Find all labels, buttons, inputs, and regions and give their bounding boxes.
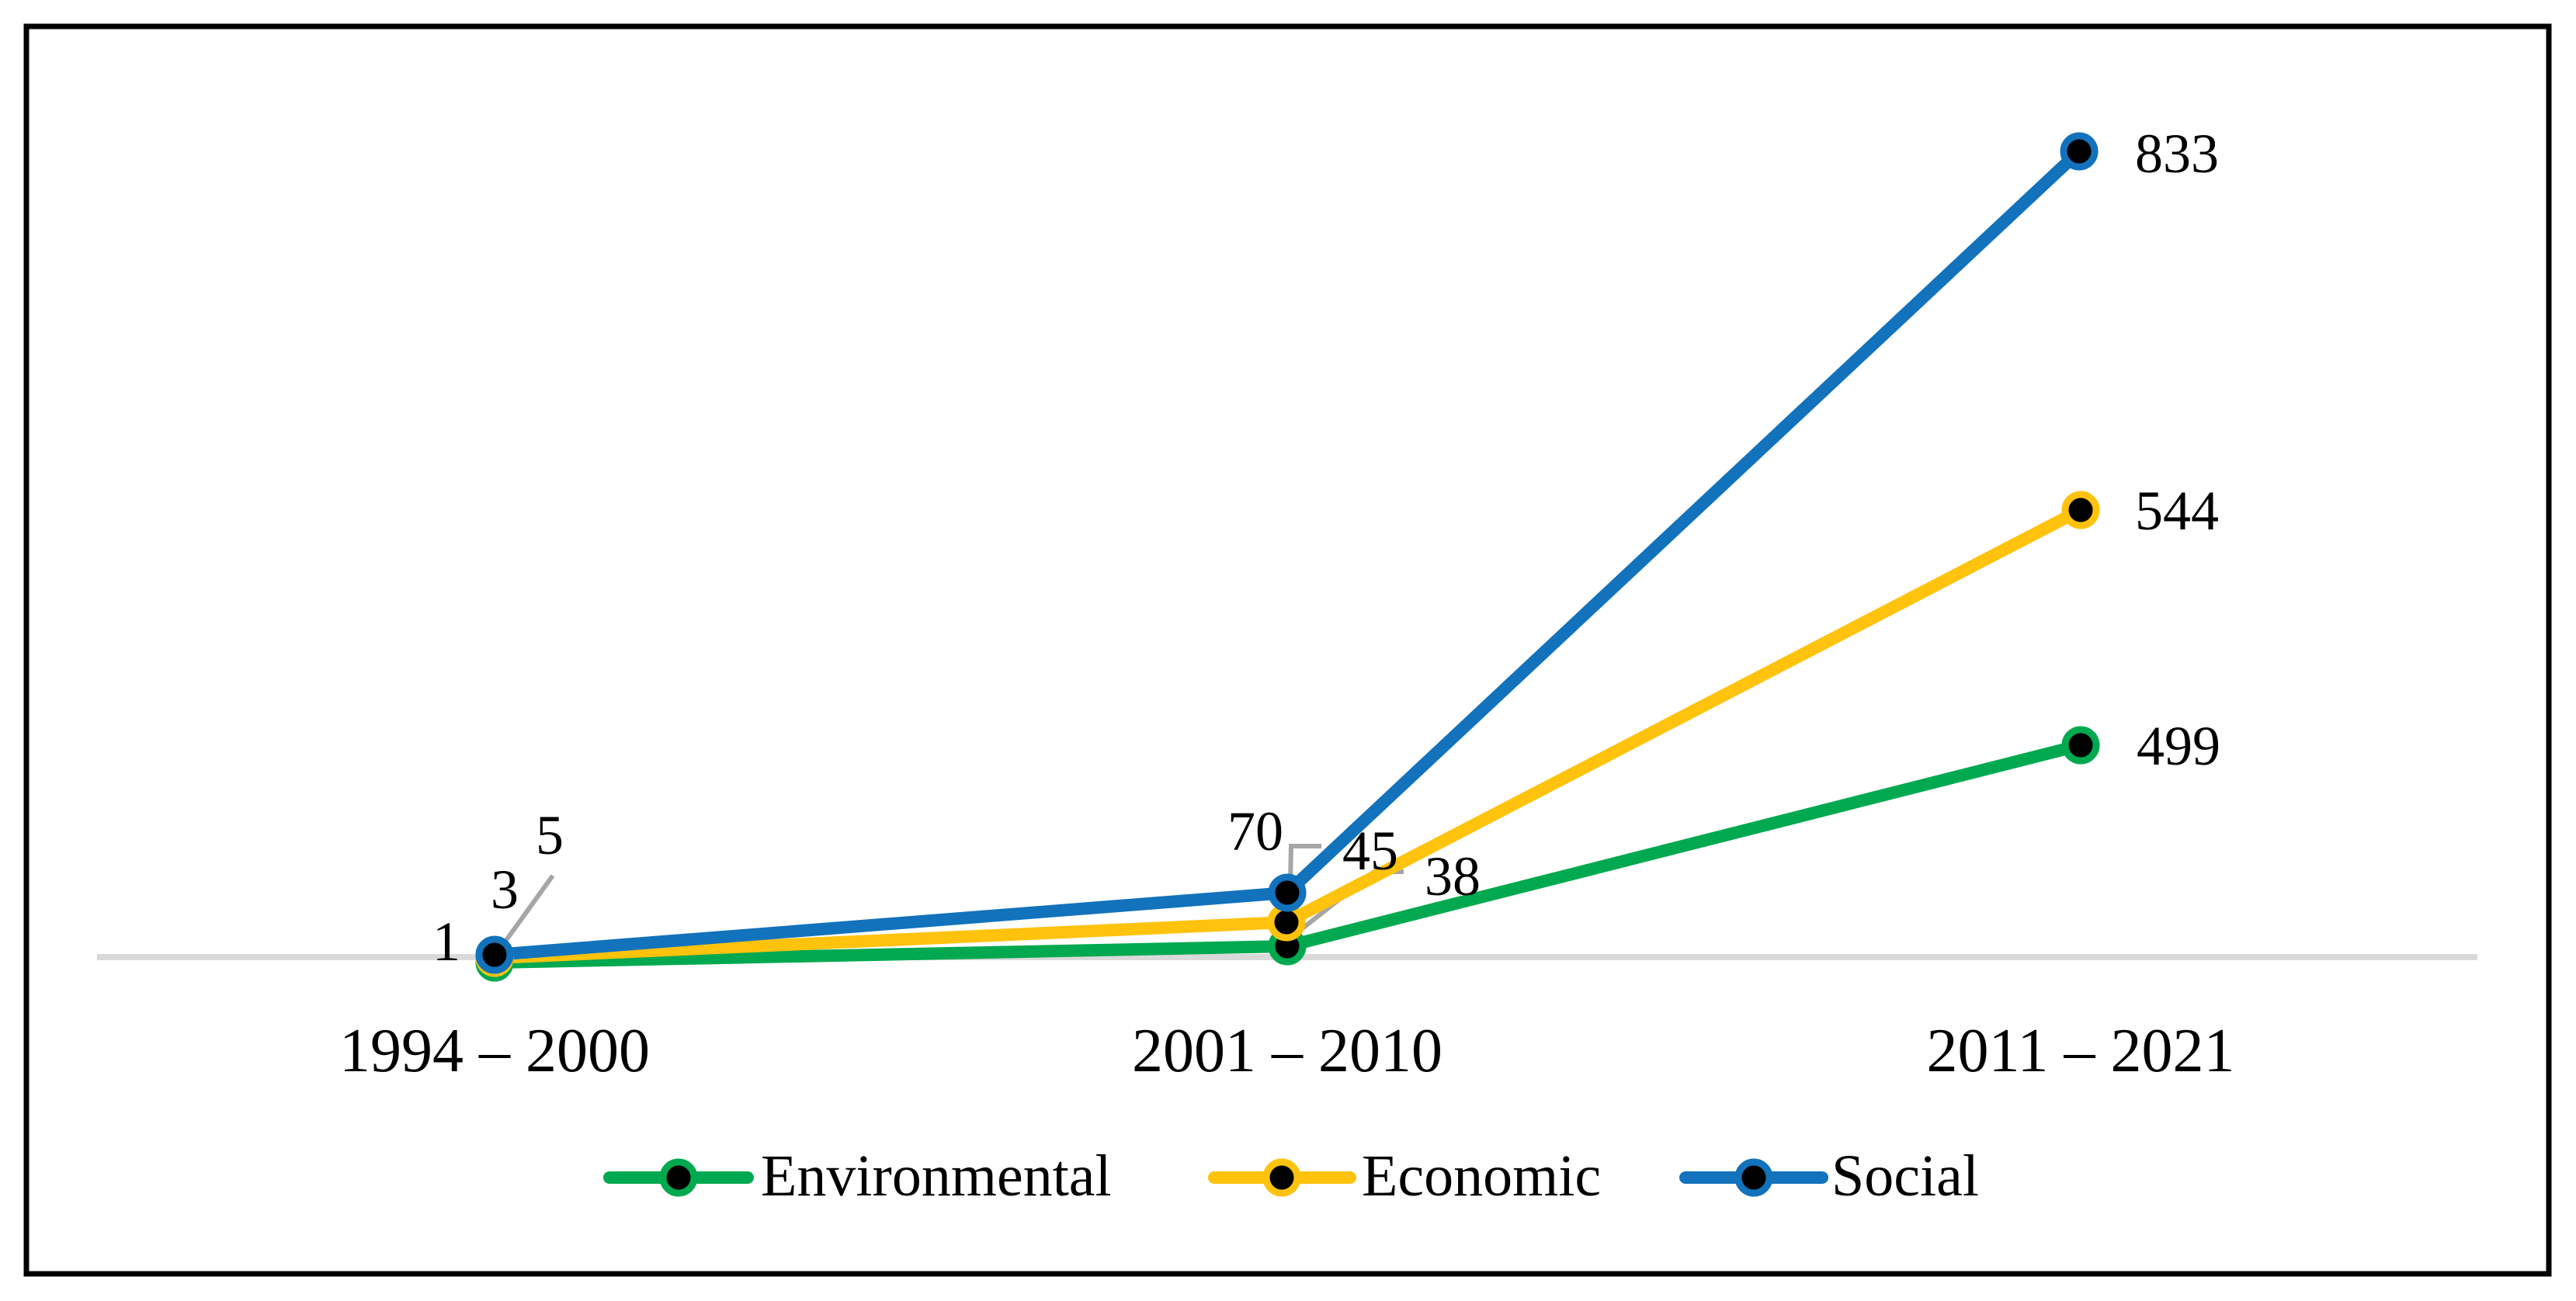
x-tick-label-2001-2010: 2001 – 2010 [1132,1017,1442,1085]
legend-label-economic: Economic [1362,1143,1601,1209]
marker-social-2001 [1268,873,1307,912]
data-label-environmental-1994: 1 [432,911,460,973]
legend-marker-environmental [659,1158,698,1197]
marker-social-1994 [475,935,514,974]
x-tick-label-1994-2000: 1994 – 2000 [339,1017,650,1085]
data-label-economic-2011: 544 [2135,480,2219,542]
legend-label-environmental: Environmental [761,1143,1112,1209]
data-label-environmental-2011: 499 [2137,715,2220,777]
marker-social-2011 [2060,132,2099,171]
data-label-environmental-2001: 38 [1425,845,1481,907]
chart-border [23,23,2552,1277]
legend-item-social: Social [1679,1143,1979,1209]
series-line-social [488,145,2085,961]
legend-marker-social [1734,1158,1773,1197]
data-label-social-2001: 70 [1227,800,1283,862]
legend-label-social: Social [1831,1143,1979,1209]
legend: Environmental Economic Social [603,1143,1979,1209]
data-label-social-2011: 833 [2135,123,2219,185]
data-label-economic-2001: 45 [1342,820,1398,882]
marker-environmental-2011 [2061,726,2100,765]
legend-marker-economic [1262,1158,1301,1197]
data-label-social-1994: 5 [536,804,564,866]
x-tick-label-2011-2021: 2011 – 2021 [1926,1017,2234,1085]
legend-item-environmental: Environmental [603,1143,1112,1209]
marker-economic-2011 [2061,491,2100,529]
legend-item-economic: Economic [1208,1143,1601,1209]
data-label-economic-1994: 3 [491,859,519,921]
